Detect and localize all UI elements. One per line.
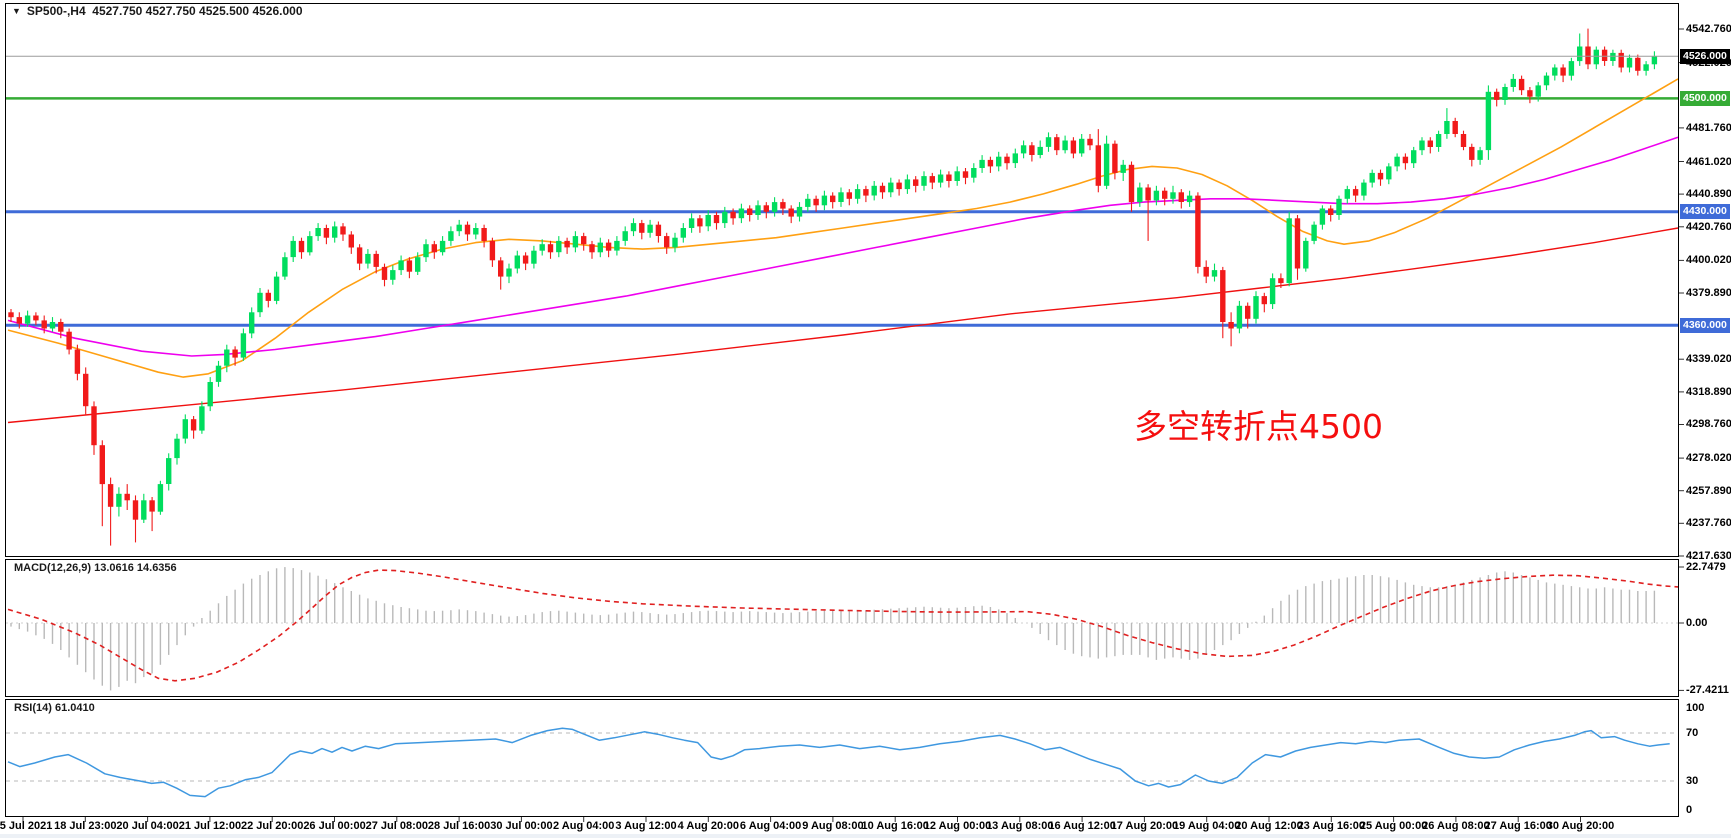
macd-signal-line bbox=[7, 569, 1679, 682]
macd-indicator-label: MACD(12,26,9) 13.0616 14.6356 bbox=[14, 562, 177, 574]
time-axis-label: 15 Jul 2021 bbox=[0, 820, 53, 832]
symbol-dropdown-icon[interactable]: ▼ bbox=[12, 6, 21, 16]
price-badge-resistance-4500: 4500.000 bbox=[1680, 90, 1730, 106]
time-axis-label: 27 Aug 16:00 bbox=[1484, 820, 1552, 832]
time-axis-label: 21 Jul 12:00 bbox=[178, 820, 242, 832]
ma-slow-red bbox=[7, 227, 1679, 424]
time-axis-label: 13 Aug 08:00 bbox=[986, 820, 1054, 832]
macd-axis-label: 22.7479 bbox=[1686, 560, 1726, 573]
price-axis-label: 4542.760 bbox=[1686, 23, 1731, 36]
macd-axis-label: -27.4211 bbox=[1686, 684, 1729, 697]
time-axis-label: 2 Aug 04:00 bbox=[553, 820, 615, 832]
symbol-ohlc-title: SP500-,H4 4527.750 4527.750 4525.500 452… bbox=[26, 4, 303, 18]
time-axis-label: 12 Aug 00:00 bbox=[923, 820, 992, 832]
time-axis-label: 20 Aug 12:00 bbox=[1235, 820, 1303, 832]
time-axis-label: 25 Aug 00:00 bbox=[1359, 820, 1428, 832]
ma-fast-orange bbox=[7, 78, 1679, 378]
time-axis-label: 17 Aug 20:00 bbox=[1110, 820, 1179, 832]
price-axis-label: 4400.020 bbox=[1686, 254, 1731, 267]
macd-panel-border[interactable] bbox=[5, 559, 1679, 697]
price-badge-support-4430: 4430.000 bbox=[1680, 204, 1730, 220]
price-axis-label: 4339.020 bbox=[1686, 353, 1731, 366]
time-axis-label: 9 Aug 08:00 bbox=[802, 820, 864, 832]
price-axis-label: 4237.760 bbox=[1686, 517, 1731, 530]
price-axis-label: 4420.760 bbox=[1686, 220, 1731, 233]
macd-histogram bbox=[10, 567, 1656, 691]
price-axis-label: 4440.890 bbox=[1686, 188, 1731, 201]
price-badge-support-4360: 4360.000 bbox=[1680, 317, 1730, 333]
price-axis-label: 4318.890 bbox=[1686, 385, 1731, 398]
price-axis-label: 4379.890 bbox=[1686, 286, 1731, 299]
time-axis-label: 18 Jul 23:00 bbox=[54, 820, 117, 832]
rsi-axis-label: 0 bbox=[1686, 804, 1693, 816]
axis-ticks bbox=[22, 28, 1684, 822]
price-panel-border[interactable] bbox=[5, 3, 1679, 557]
time-axis-label: 23 Aug 16:00 bbox=[1297, 820, 1366, 832]
time-axis-label: 30 Jul 00:00 bbox=[490, 820, 553, 832]
rsi-axis-label: 70 bbox=[1686, 727, 1699, 739]
candles-layer bbox=[8, 28, 1658, 546]
price-axis-label: 4481.760 bbox=[1686, 121, 1731, 134]
window-bottom-strip bbox=[0, 834, 1731, 838]
price-axis-label: 4217.630 bbox=[1686, 549, 1731, 562]
rsi-axis-label: 100 bbox=[1686, 702, 1705, 714]
time-axis-label: 30 Aug 20:00 bbox=[1546, 820, 1615, 832]
time-axis-label: 20 Jul 04:00 bbox=[116, 820, 179, 832]
rsi-axis-label: 30 bbox=[1686, 775, 1699, 787]
ma-mid-magenta bbox=[7, 136, 1679, 357]
time-axis-label: 27 Jul 08:00 bbox=[365, 820, 428, 832]
time-axis-label: 26 Aug 08:00 bbox=[1422, 820, 1490, 832]
price-axis-label: 4257.890 bbox=[1686, 484, 1731, 497]
chart-header: ▼ SP500-,H4 4527.750 4527.750 4525.500 45… bbox=[12, 4, 303, 18]
time-axis-label: 4 Aug 20:00 bbox=[677, 820, 739, 832]
time-axis-label: 22 Jul 20:00 bbox=[241, 820, 304, 832]
price-axis-label: 4298.760 bbox=[1686, 418, 1731, 431]
chart-annotation-text: 多空转折点4500 bbox=[1134, 407, 1383, 446]
time-axis-label: 16 Aug 12:00 bbox=[1048, 820, 1116, 832]
time-axis-label: 10 Aug 16:00 bbox=[861, 820, 929, 832]
time-axis-label: 6 Aug 04:00 bbox=[739, 820, 802, 832]
macd-axis-label: 0.00 bbox=[1686, 616, 1708, 629]
rsi-panel-border[interactable] bbox=[5, 699, 1679, 817]
time-axis-label: 28 Jul 16:00 bbox=[427, 820, 491, 832]
rsi-indicator-label: RSI(14) 61.0410 bbox=[14, 702, 95, 714]
current-price-badge: 4526.000 bbox=[1680, 48, 1730, 64]
price-axis-label: 4278.020 bbox=[1686, 452, 1731, 465]
rsi-line bbox=[7, 727, 1670, 798]
time-axis-label: 26 Jul 00:00 bbox=[303, 820, 366, 832]
time-axis-label: 19 Aug 04:00 bbox=[1172, 820, 1241, 832]
time-axis-label: 3 Aug 12:00 bbox=[615, 820, 677, 832]
price-axis-label: 4461.020 bbox=[1686, 155, 1731, 168]
